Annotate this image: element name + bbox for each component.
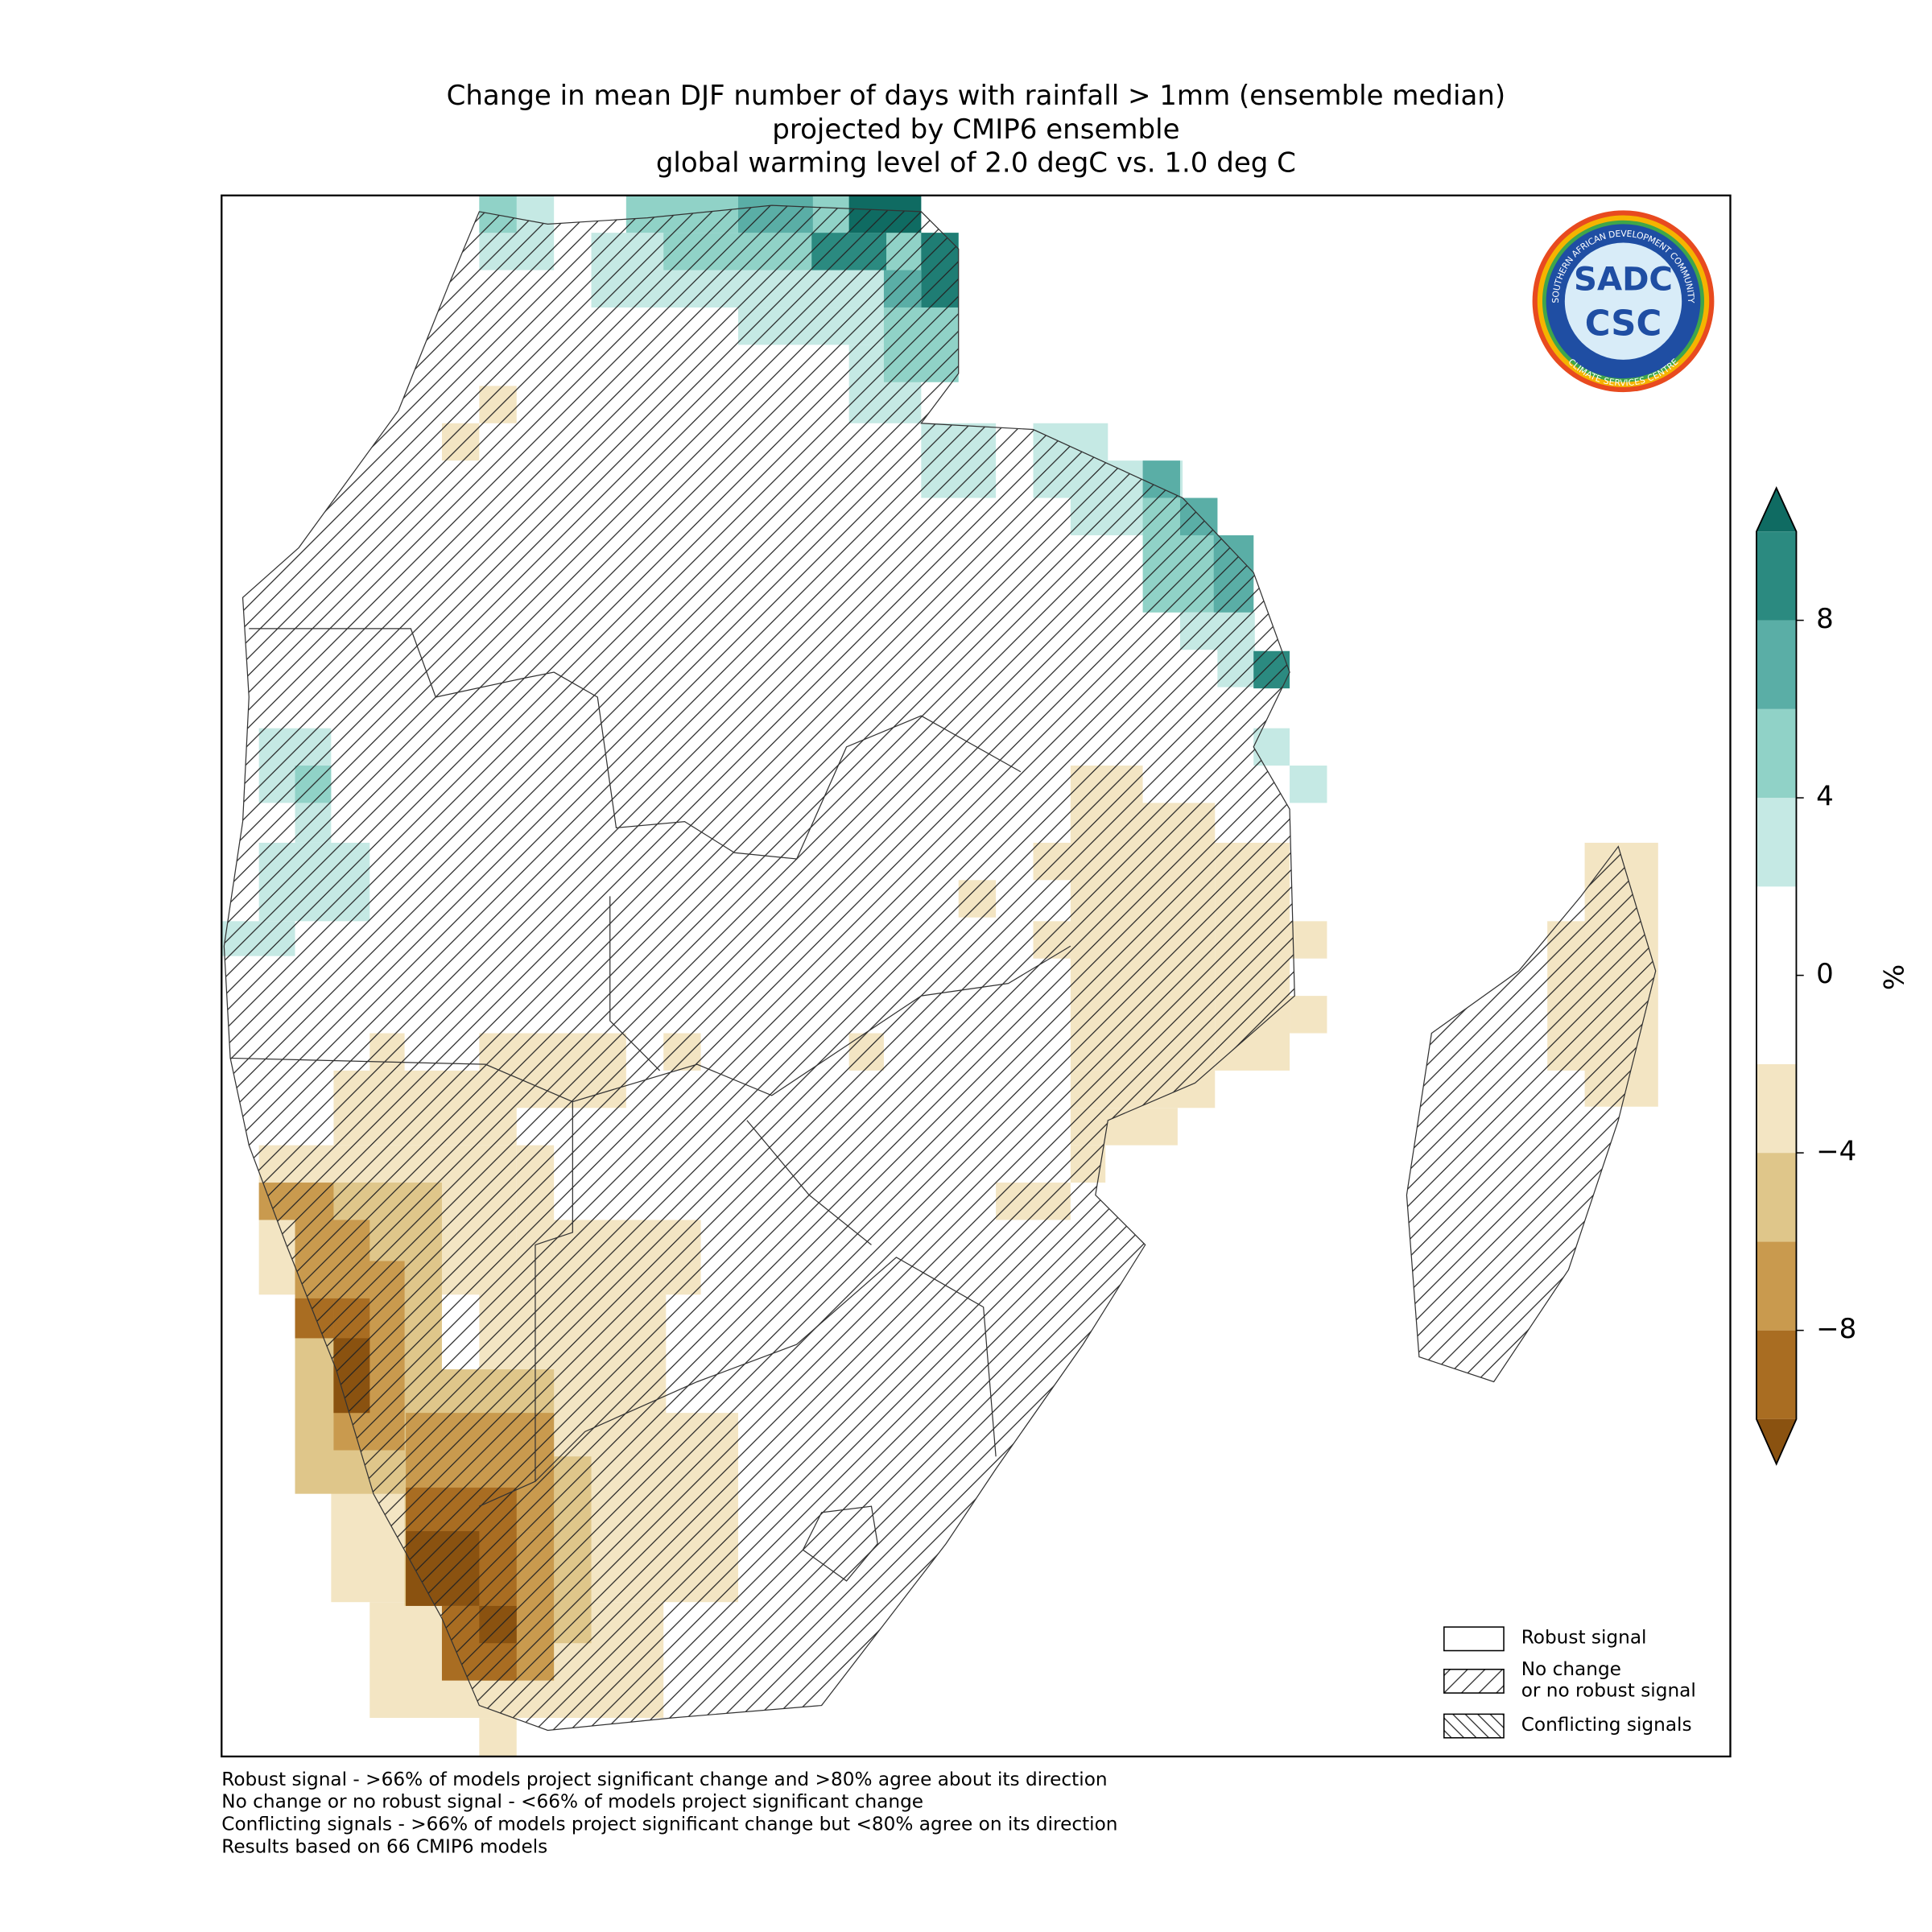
legend-swatch	[1443, 1713, 1505, 1739]
title-line: global warming level of 2.0 degC vs. 1.0…	[656, 147, 1296, 180]
colorbar-under	[1756, 1418, 1797, 1464]
madagascar-outline	[1406, 845, 1657, 1383]
colorbar-band	[1756, 620, 1797, 709]
legend-label: No change	[1521, 1658, 1621, 1680]
map	[221, 195, 1658, 1757]
title-line: projected by CMIP6 ensemble	[772, 114, 1179, 146]
logo-bottom: CSC	[1585, 304, 1662, 345]
footnote: No change or no robust signal - <66% of …	[221, 1791, 923, 1813]
legend-label: Robust signal	[1521, 1627, 1647, 1649]
footnote: Results based on 66 CMIP6 models	[221, 1835, 547, 1857]
colorbar-band	[1756, 531, 1797, 621]
land-hatching	[223, 204, 1657, 1732]
colorbar-tick-label: −8	[1816, 1313, 1856, 1345]
mainland-outline	[223, 204, 1295, 1732]
colorbar-band	[1756, 708, 1797, 799]
colorbar-band	[1756, 1330, 1797, 1419]
legend-label: Conflicting signals	[1521, 1714, 1692, 1736]
logo: SOUTHERN AFRICAN DEVELOPMENT COMMUNITY C…	[1532, 210, 1715, 393]
colorbar-tick-label: 0	[1816, 958, 1834, 990]
colorbar-label: %	[1879, 964, 1911, 990]
footnote: Robust signal - >66% of models project s…	[221, 1769, 1107, 1790]
colorbar-band	[1756, 1241, 1797, 1331]
title-line: Change in mean DJF number of days with r…	[447, 80, 1506, 112]
colorbar-tick-label: −4	[1816, 1136, 1856, 1168]
colorbar: −8 −4 0 4 8%	[1756, 485, 1911, 1466]
colorbar-tick-label: 8	[1816, 603, 1834, 635]
borders	[230, 628, 1071, 1582]
colorbar-band	[1756, 886, 1797, 1064]
map-frame	[221, 194, 1732, 1758]
footnotes: Robust signal - >66% of models project s…	[221, 1769, 1117, 1858]
legend-swatch	[1443, 1668, 1505, 1694]
colorbar-tick-label: 4	[1816, 781, 1834, 813]
logo-top: SADC	[1574, 261, 1673, 298]
legend-swatch	[1443, 1626, 1505, 1652]
colorbar-over	[1756, 488, 1797, 532]
colorbar-outline	[1756, 485, 1798, 1466]
legend-label: or no robust signal	[1521, 1679, 1696, 1701]
footnote: Conflicting signals - >66% of models pro…	[221, 1814, 1117, 1835]
colorbar-band	[1756, 1063, 1797, 1154]
colorbar-band	[1756, 1153, 1797, 1242]
colorbar-band	[1756, 798, 1797, 887]
